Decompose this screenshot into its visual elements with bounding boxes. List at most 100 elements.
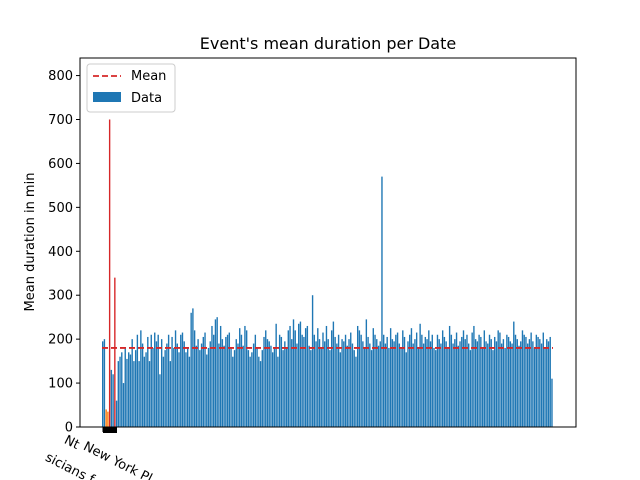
bar: [178, 352, 180, 427]
bar: [440, 343, 442, 427]
bar: [199, 350, 201, 428]
bar: [480, 336, 482, 427]
bar: [271, 352, 274, 427]
bar: [532, 341, 534, 427]
bar: [150, 334, 152, 427]
bar: [438, 339, 440, 427]
y-tick-label: 200: [48, 333, 73, 348]
bar: [303, 336, 305, 427]
bar: [330, 330, 333, 427]
bar: [223, 345, 225, 427]
bar: [256, 347, 258, 427]
bar: [337, 334, 340, 427]
bar: [494, 336, 496, 427]
bar: [159, 374, 161, 427]
bar: [209, 341, 211, 427]
bar: [459, 341, 461, 427]
bar: [173, 347, 175, 427]
bar: [258, 356, 260, 427]
bar: [455, 332, 458, 427]
bar: [334, 336, 336, 427]
legend-data-swatch: [93, 92, 121, 102]
bar: [435, 350, 437, 428]
bar: [232, 356, 234, 427]
bar: [266, 339, 269, 427]
bar: [145, 352, 147, 427]
bar: [514, 334, 517, 427]
bar: [372, 328, 374, 427]
bar: [450, 334, 453, 427]
bar: [492, 350, 494, 428]
bar: [285, 347, 288, 427]
bar: [535, 334, 538, 427]
bar: [365, 319, 368, 428]
bar: [166, 343, 168, 427]
bar: [509, 341, 512, 427]
bar: [216, 317, 218, 427]
bar: [481, 347, 484, 427]
y-axis-ticks: 0 100 200 300 400 500 600 700 800: [48, 69, 80, 436]
bar: [500, 343, 503, 427]
legend-mean-label: Mean: [131, 69, 166, 84]
bar: [308, 345, 310, 427]
bar: [457, 345, 459, 427]
bar: [483, 330, 486, 427]
bar: [398, 343, 401, 427]
bar: [341, 339, 343, 427]
bar: [363, 347, 366, 427]
bar: [204, 332, 206, 427]
bar: [117, 361, 119, 427]
bar: [273, 347, 276, 427]
bar: [358, 330, 361, 427]
bar: [426, 339, 428, 427]
bar: [251, 352, 253, 427]
bar: [152, 347, 154, 427]
bar: [102, 341, 104, 427]
bar: [252, 343, 255, 427]
x-tick-label: Nt: [62, 433, 82, 453]
bar: [324, 341, 326, 427]
bar: [518, 345, 520, 427]
bar: [206, 354, 208, 427]
bar: [157, 334, 159, 427]
bar: [402, 330, 404, 427]
bar: [395, 334, 397, 427]
bar: [523, 334, 525, 427]
bar: [386, 336, 388, 427]
bar: [520, 341, 522, 427]
bar: [513, 321, 515, 427]
bar: [448, 325, 451, 427]
bar: [539, 339, 541, 427]
bar: [112, 374, 114, 427]
bar: [490, 339, 492, 427]
bar: [181, 332, 184, 427]
legend: Mean Data: [86, 63, 176, 113]
bar: [417, 347, 420, 427]
bar: [410, 328, 413, 427]
bar: [304, 328, 307, 427]
bar: [131, 339, 133, 427]
bar: [422, 343, 425, 427]
bar: [447, 347, 449, 427]
bar: [414, 339, 416, 427]
bar: [207, 347, 210, 427]
bar: [476, 341, 479, 427]
bar: [218, 343, 220, 427]
bar: [310, 350, 312, 428]
bar: [540, 343, 543, 427]
bar: [154, 332, 156, 427]
bar: [474, 339, 477, 427]
bar: [466, 334, 468, 427]
bar: [379, 341, 381, 427]
bar: [214, 319, 217, 428]
bar: [367, 336, 369, 427]
bar: [219, 325, 222, 427]
bar: [294, 330, 296, 427]
bar: [339, 352, 342, 427]
bar: [499, 332, 501, 427]
bar: [507, 336, 510, 427]
bar: [428, 330, 430, 427]
bar: [188, 356, 191, 427]
bar: [537, 336, 539, 427]
bar: [183, 341, 185, 427]
